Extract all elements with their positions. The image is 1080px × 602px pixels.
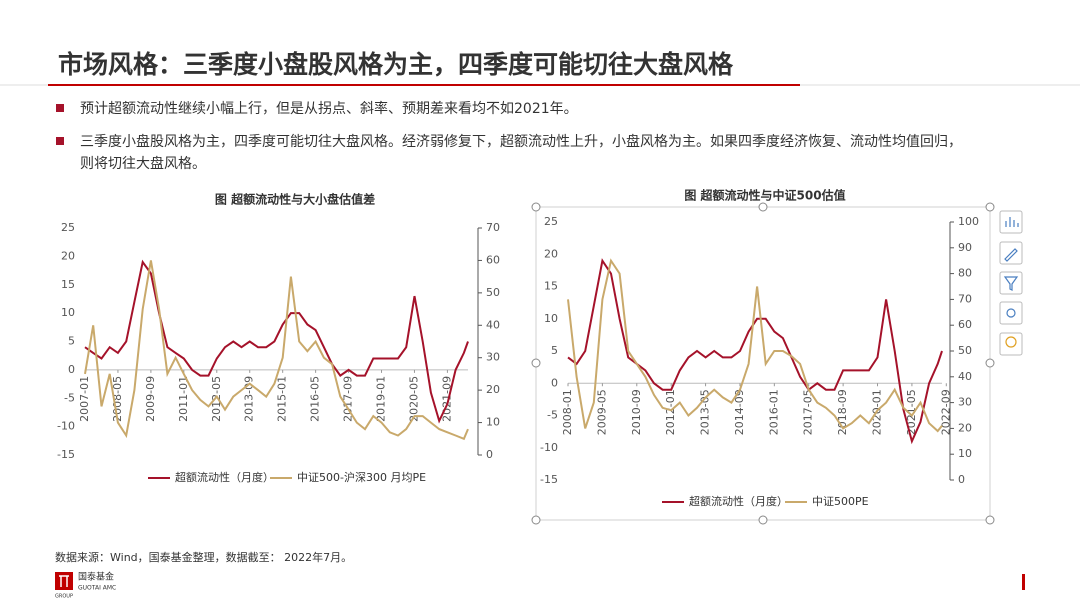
icon <box>1004 248 1018 262</box>
chart-frame <box>535 206 991 521</box>
x-tick-label: 2009-09 <box>144 376 157 422</box>
y2-tick-label: 40 <box>486 318 500 331</box>
y-tick-label: 10 <box>61 306 75 319</box>
page-marker <box>1022 574 1025 590</box>
logo-name: 国泰基金 <box>78 571 114 583</box>
x-tick-label: 2017-09 <box>342 376 355 422</box>
y2-tick-label: 0 <box>958 473 965 486</box>
y2-tick-label: 100 <box>958 215 979 228</box>
series-line <box>567 258 943 433</box>
y2-tick-label: 0 <box>486 448 493 461</box>
logo-mark <box>55 572 73 590</box>
y-tick-label: 0 <box>68 363 75 376</box>
x-tick-label: 2016-05 <box>309 376 322 422</box>
resize-handle[interactable] <box>758 202 768 212</box>
x-tick-label: 2008-01 <box>561 389 574 435</box>
y2-tick-label: 20 <box>486 383 500 396</box>
y2-tick-label: 70 <box>486 221 500 234</box>
resize-handle[interactable] <box>531 358 541 368</box>
chart-title: 图 超额流动性与中证500估值 <box>684 188 845 203</box>
x-tick-label: 2019-01 <box>375 376 388 422</box>
bullet-text: 三季度小盘股风格为主，四季度可能切往大盘风格。经济弱修复下，超额流动性上升，小盘… <box>80 133 962 150</box>
y-tick-label: 15 <box>61 278 75 291</box>
y2-tick-label: 90 <box>958 241 972 254</box>
y2-tick-label: 30 <box>486 351 500 364</box>
y-tick-label: 10 <box>544 312 558 325</box>
bullet-icon <box>56 137 64 145</box>
y-tick-label: 15 <box>544 280 558 293</box>
y-tick-label: 25 <box>61 221 75 234</box>
y-tick-label: 20 <box>544 247 558 260</box>
y2-tick-label: 50 <box>486 286 500 299</box>
legend-label: 超额流动性（月度） <box>175 470 274 484</box>
x-tick-label: 2009-05 <box>595 389 608 435</box>
y-tick-label: 5 <box>551 344 558 357</box>
legend-label: 中证500PE <box>812 495 869 508</box>
x-tick-label: 2013-05 <box>699 389 712 435</box>
icon <box>1005 217 1019 227</box>
y2-tick-label: 20 <box>958 421 972 434</box>
chart-title: 图 超额流动性与大小盘估值差 <box>215 192 375 207</box>
icon <box>1006 308 1016 318</box>
chart-settings-button[interactable] <box>999 301 1023 325</box>
bullet-text: 预计超额流动性继续小幅上行，但是从拐点、斜率、预期差来看均不如2021年。 <box>80 100 578 117</box>
resize-handle[interactable] <box>758 515 768 525</box>
x-tick-label: 2011-01 <box>177 376 190 422</box>
bullet-text: 则将切往大盘风格。 <box>80 155 206 172</box>
y-tick-label: 25 <box>544 215 558 228</box>
y2-tick-label: 60 <box>486 253 500 266</box>
icon <box>1003 276 1019 291</box>
x-tick-label: 2010-09 <box>630 389 643 435</box>
x-tick-label: 2020-05 <box>407 376 420 422</box>
x-tick-label: 2008-05 <box>111 376 124 422</box>
x-tick-label: 2007-01 <box>78 376 91 422</box>
resize-handle[interactable] <box>985 202 995 212</box>
series-line <box>84 260 469 441</box>
y2-tick-label: 40 <box>958 370 972 383</box>
y2-tick-label: 10 <box>958 447 972 460</box>
resize-handle[interactable] <box>985 358 995 368</box>
x-tick-label: 2012-05 <box>210 376 223 422</box>
resize-handle[interactable] <box>985 515 995 525</box>
legend-label: 超额流动性（月度） <box>689 494 788 508</box>
logo-en: GUOTAI AMC <box>78 585 116 592</box>
source-note: 数据来源：Wind，国泰基金整理，数据截至： 2022年7月。 <box>55 550 352 564</box>
y2-tick-label: 70 <box>958 292 972 305</box>
logo-group: GROUP <box>55 594 73 600</box>
x-tick-label: 2012-01 <box>664 389 677 435</box>
y2-tick-label: 80 <box>958 267 972 280</box>
slide-title: 市场风格：三季度小盘股风格为主，四季度可能切往大盘风格 <box>58 50 734 79</box>
y-tick-label: -15 <box>57 448 75 461</box>
y2-tick-label: 50 <box>958 344 972 357</box>
chart-filter-button[interactable] <box>999 271 1023 295</box>
logo-glyph <box>59 575 69 587</box>
y-tick-label: -5 <box>547 409 558 422</box>
resize-handle[interactable] <box>531 515 541 525</box>
chart-tip-button[interactable] <box>999 332 1023 356</box>
icon <box>1005 336 1017 348</box>
y-tick-label: -10 <box>540 441 558 454</box>
y-tick-label: 20 <box>61 249 75 262</box>
y-tick-label: 0 <box>551 376 558 389</box>
resize-handle[interactable] <box>531 202 541 212</box>
y-tick-label: -10 <box>57 420 75 433</box>
x-tick-label: 2013-09 <box>243 376 256 422</box>
x-tick-label: 2016-01 <box>767 389 780 435</box>
series-line <box>567 258 943 445</box>
x-tick-label: 2017-05 <box>802 389 815 435</box>
y-tick-label: 5 <box>68 335 75 348</box>
y2-tick-label: 10 <box>486 416 500 429</box>
x-tick-label: 2022-09 <box>939 389 952 435</box>
x-tick-label: 2014-09 <box>733 389 746 435</box>
x-tick-label: 2015-01 <box>276 376 289 422</box>
legend-label: 中证500-沪深300 月均PE <box>297 470 426 484</box>
y2-tick-label: 60 <box>958 318 972 331</box>
bullet-icon <box>56 104 64 112</box>
y-tick-label: -15 <box>540 473 558 486</box>
y-tick-label: -5 <box>64 391 75 404</box>
y2-tick-label: 30 <box>958 396 972 409</box>
chart-elements-button[interactable] <box>999 210 1023 234</box>
